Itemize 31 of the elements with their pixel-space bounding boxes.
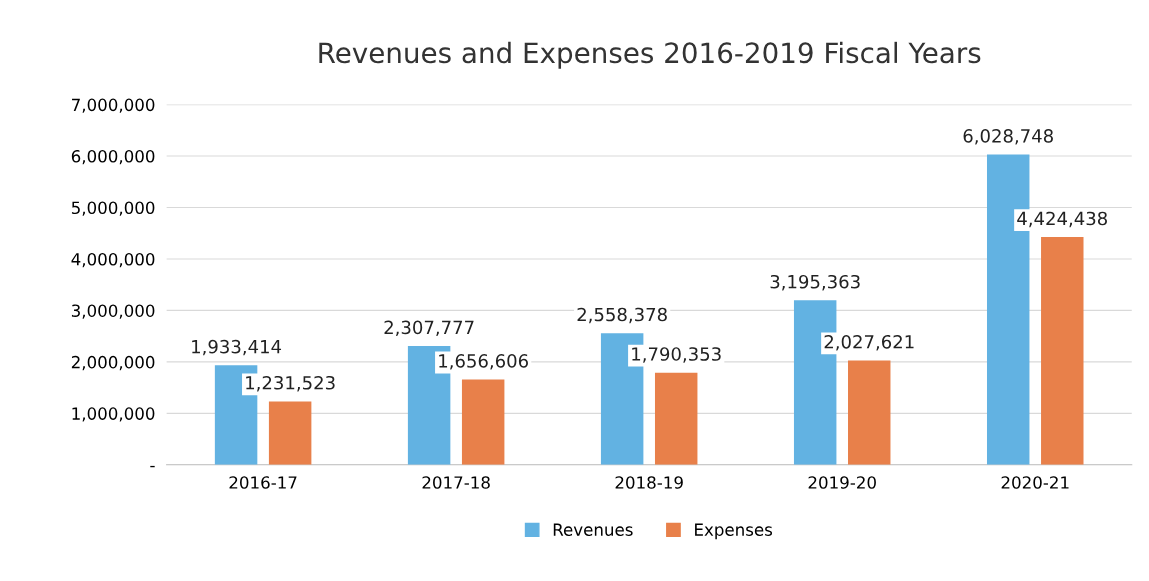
legend-label: Expenses xyxy=(695,523,773,540)
y-tick-label: 2,000,000 xyxy=(71,355,155,371)
y-tick-label: 7,000,000 xyxy=(72,98,155,113)
data-label: 1,231,523 xyxy=(246,375,335,392)
data-label: 1,790,353 xyxy=(632,347,721,363)
bar xyxy=(848,360,891,465)
x-tick-label: 2019-20 xyxy=(808,476,876,489)
data-label: 2,027,621 xyxy=(824,334,914,351)
x-tick-label: 2017-18 xyxy=(422,476,490,489)
bar xyxy=(461,379,505,465)
data-label: 2,558,378 xyxy=(577,307,667,324)
chart-title: Revenues and Expenses 2016-2019 Fiscal Years xyxy=(319,41,981,69)
y-tick-label: 4,000,000 xyxy=(71,252,155,268)
legend-label: Revenues xyxy=(553,523,633,536)
x-tick-label: 2020-21 xyxy=(1001,476,1069,489)
data-label: 4,424,438 xyxy=(1017,211,1107,228)
y-tick-label: 1,000,000 xyxy=(72,407,155,422)
y-tick-label: 5,000,000 xyxy=(71,201,155,216)
bar xyxy=(654,372,698,465)
data-label: 1,656,606 xyxy=(439,354,528,370)
y-tick-label: 6,000,000 xyxy=(71,150,155,165)
bar xyxy=(268,401,312,465)
data-label: 6,028,748 xyxy=(963,129,1053,145)
x-tick-label: 2016-17 xyxy=(229,476,297,489)
data-label: 1,933,414 xyxy=(192,339,282,356)
x-tick-label: 2018-19 xyxy=(615,476,683,489)
y-tick-label: - xyxy=(150,465,155,468)
y-tick-label: 3,000,000 xyxy=(71,304,155,319)
data-label: 3,195,363 xyxy=(770,274,860,291)
data-label: 2,307,777 xyxy=(384,320,474,337)
bar xyxy=(1041,237,1084,465)
